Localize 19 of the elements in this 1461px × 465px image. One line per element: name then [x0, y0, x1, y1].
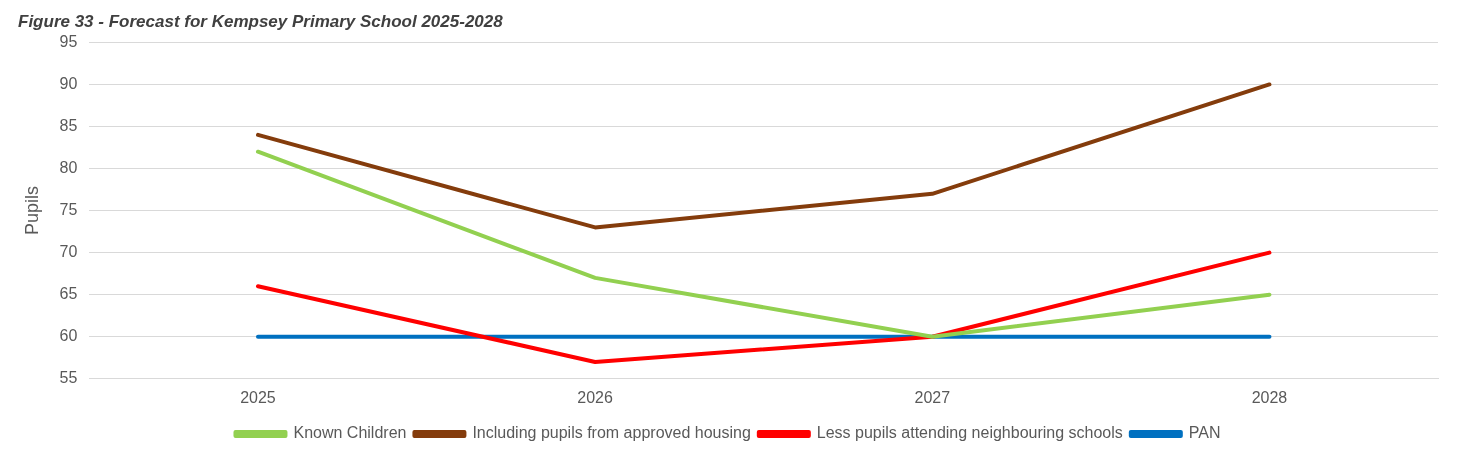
y-tick-label: 75: [59, 201, 78, 219]
legend-label: Including pupils from approved housing: [472, 424, 751, 442]
legend-label: PAN: [1188, 424, 1221, 442]
y-tick-label: 70: [59, 243, 78, 261]
y-tick-label: 85: [59, 116, 78, 134]
y-axis-title: Pupils: [21, 186, 42, 236]
y-tick-label: 95: [59, 32, 78, 50]
chart-title: Figure 33 - Forecast for Kempsey Primary School 2025-2028: [18, 11, 504, 31]
x-tick-label: 2027: [914, 388, 951, 406]
y-tick-label: 65: [59, 285, 78, 303]
y-tick-label: 55: [59, 369, 78, 387]
x-tick-label: 2028: [1251, 388, 1288, 406]
y-tick-label: 60: [59, 327, 78, 345]
x-tick-label: 2025: [240, 388, 276, 406]
legend-label: Less pupils attending neighbouring schools: [816, 424, 1123, 442]
x-tick-label: 2026: [577, 388, 614, 406]
y-tick-label: 80: [59, 158, 78, 176]
legend-label: Known Children: [293, 424, 407, 442]
y-tick-label: 90: [59, 74, 78, 92]
